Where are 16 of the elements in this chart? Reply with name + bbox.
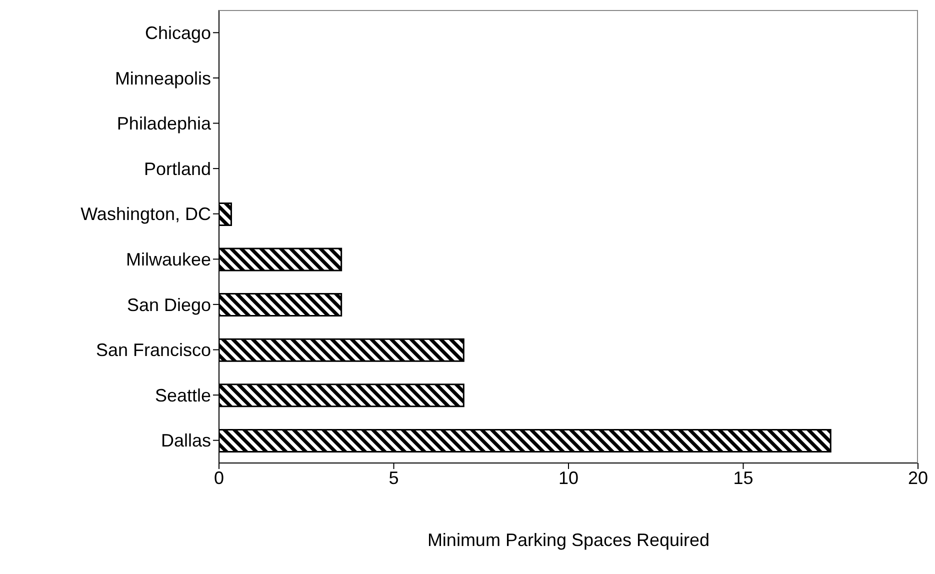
y-tick-label: Seattle <box>154 385 211 406</box>
x-axis-title: Minimum Parking Spaces Required <box>427 530 710 550</box>
y-tick-label: San Francisco <box>96 340 211 360</box>
y-tick-label: San Diego <box>126 294 211 315</box>
x-tick-label: 15 <box>733 468 754 488</box>
x-tick-label: 20 <box>908 468 928 488</box>
x-tick-label: 5 <box>388 468 399 488</box>
y-tick-label: Chicago <box>144 23 211 44</box>
y-tick-label: Minneapolis <box>114 68 211 88</box>
x-tick-label: 0 <box>214 468 224 488</box>
y-tick-label: Philadephia <box>116 114 212 134</box>
y-tick-label: Milwaukee <box>126 250 211 270</box>
x-tick-label: 10 <box>558 468 579 488</box>
y-tick-label: Portland <box>144 158 211 179</box>
y-tick-label: Washington, DC <box>80 204 211 224</box>
y-tick-label: Dallas <box>160 430 211 451</box>
